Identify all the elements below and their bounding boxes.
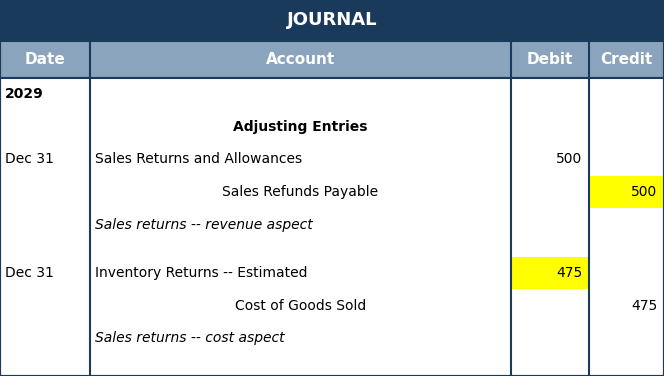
Text: Debit: Debit — [527, 52, 573, 67]
Text: Inventory Returns -- Estimated: Inventory Returns -- Estimated — [95, 266, 307, 280]
Text: Sales returns -- revenue aspect: Sales returns -- revenue aspect — [95, 218, 313, 232]
Text: 475: 475 — [631, 299, 657, 313]
Text: Sales Returns and Allowances: Sales Returns and Allowances — [95, 152, 302, 166]
Text: JOURNAL: JOURNAL — [287, 11, 377, 29]
Bar — [0, 78, 664, 376]
Text: Sales Refunds Payable: Sales Refunds Payable — [222, 185, 378, 199]
Text: Cost of Goods Sold: Cost of Goods Sold — [235, 299, 366, 313]
Text: Account: Account — [266, 52, 335, 67]
Bar — [511, 257, 589, 290]
Text: Dec 31: Dec 31 — [5, 152, 54, 166]
Text: 500: 500 — [631, 185, 657, 199]
Bar — [589, 176, 664, 208]
Text: Credit: Credit — [600, 52, 653, 67]
Text: Adjusting Entries: Adjusting Entries — [233, 120, 368, 133]
Text: Sales returns -- cost aspect: Sales returns -- cost aspect — [95, 331, 285, 346]
Text: Dec 31: Dec 31 — [5, 266, 54, 280]
Bar — [0, 41, 664, 78]
Text: 2029: 2029 — [5, 87, 44, 101]
Text: Date: Date — [25, 52, 65, 67]
Text: 500: 500 — [556, 152, 582, 166]
Bar — [0, 0, 664, 41]
Text: 475: 475 — [556, 266, 582, 280]
